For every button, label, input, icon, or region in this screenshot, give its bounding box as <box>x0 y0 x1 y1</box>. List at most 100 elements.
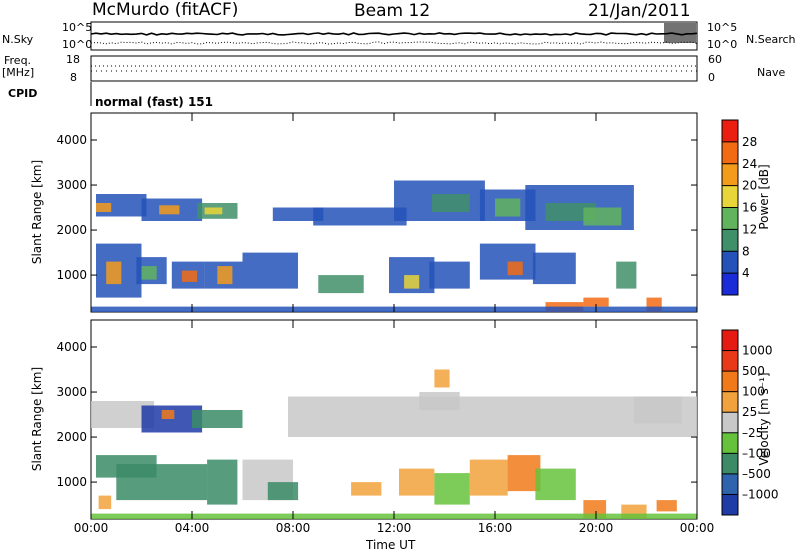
colorbar-tick-label: –25 <box>742 426 763 440</box>
y-tick-label: 2000 <box>56 223 87 237</box>
data-region <box>495 198 521 217</box>
colorbar-tick-label: 16 <box>742 201 757 215</box>
x-tick-label: 20:00 <box>579 521 614 535</box>
y-tick-label: 3000 <box>56 385 87 399</box>
colorbar-frame <box>721 329 739 516</box>
freq-unit-label: [MHz] <box>2 66 35 79</box>
data-region <box>431 194 470 212</box>
data-region <box>141 266 157 280</box>
cpid-value: normal (fast) 151 <box>95 95 213 109</box>
y-tick-label: 3000 <box>56 178 87 192</box>
data-region <box>616 261 637 289</box>
data-region <box>404 275 420 289</box>
colorbar-tick-label: 500 <box>742 364 765 378</box>
colorbar-segment <box>722 473 738 495</box>
data-region <box>434 473 470 505</box>
data-region <box>288 396 697 437</box>
x-tick-label: 00:00 <box>74 521 109 535</box>
data-region <box>217 266 233 285</box>
colorbar-segment <box>722 412 738 433</box>
data-region <box>419 392 460 410</box>
freq-tick-top: 18 <box>66 53 80 66</box>
colorbar-segment <box>722 371 738 392</box>
y-tick-label: 4000 <box>56 133 87 147</box>
x-tick-label: 04:00 <box>175 521 210 535</box>
colorbar-segment <box>722 453 738 474</box>
nave-tick-bottom: 0 <box>708 71 715 84</box>
data-region <box>351 482 382 496</box>
colorbar-segment <box>722 251 738 274</box>
y-tick-label: 1000 <box>56 475 87 489</box>
data-region <box>159 205 180 215</box>
x-axis-title: Time UT <box>366 538 416 552</box>
nsky-strip-frame <box>90 21 698 51</box>
nsearch-label: N.Search <box>746 33 796 46</box>
beam-title: Beam 12 <box>354 1 431 21</box>
nsky-burst <box>664 23 696 43</box>
colorbar-segment <box>722 273 738 295</box>
colorbar-segment <box>722 141 738 164</box>
nsearch-tick-top: 10^5 <box>707 21 738 34</box>
cpid-label: CPID <box>8 87 38 100</box>
freq-strip-frame <box>90 55 698 82</box>
data-region <box>535 468 576 501</box>
data-region <box>207 459 238 505</box>
data-region <box>204 207 223 215</box>
colorbar-segment <box>722 163 738 186</box>
colorbar-tick-label: –1000 <box>742 487 779 501</box>
data-region <box>583 297 609 307</box>
colorbar-segment <box>722 350 738 372</box>
colorbar-tick-label: 8 <box>742 244 750 258</box>
data-region <box>429 261 470 289</box>
colorbar-tick-label: 100 <box>742 385 765 399</box>
data-region <box>318 275 364 294</box>
data-region <box>469 459 508 496</box>
colorbar-segment <box>722 207 738 230</box>
colorbar-segment <box>722 229 738 252</box>
strip-series <box>90 23 698 72</box>
axes-ticks: 1000 2000 3000 4000 1000 2000 3000 4000 00:00 04:… <box>56 113 714 535</box>
data-region <box>545 203 596 221</box>
nave-label: Nave <box>757 66 786 79</box>
data-region <box>106 261 122 285</box>
data-region <box>96 203 112 212</box>
colorbar-tick-label: –100 <box>742 446 771 460</box>
colorbar-tick-label: 24 <box>742 157 757 171</box>
data-region <box>633 396 682 424</box>
y-tick-label: 2000 <box>56 430 87 444</box>
data-region <box>116 464 208 501</box>
nsky-line <box>90 32 698 36</box>
data-region <box>181 270 198 282</box>
colorbar-segment <box>722 432 738 454</box>
nsky-label: N.Sky <box>2 33 34 46</box>
y-tick-label: 4000 <box>56 340 87 354</box>
data-region <box>399 468 435 496</box>
station-title: McMurdo (fitACF) <box>92 0 239 20</box>
colorbar-segment <box>722 185 738 208</box>
colorbar-tick-label: 1000 <box>742 344 773 358</box>
x-tick-label: 08:00 <box>276 521 311 535</box>
data-region <box>272 207 324 221</box>
data-region <box>583 207 622 226</box>
colorbar-segment <box>722 330 738 351</box>
nsearch-line <box>90 41 698 45</box>
nave-tick-top: 60 <box>708 53 722 66</box>
colorbar-tick-label: 25 <box>742 405 757 419</box>
colorbar-segment <box>722 391 738 413</box>
data-region <box>313 207 407 226</box>
power-cbar-label: Power [dB] <box>757 164 771 230</box>
data-region <box>532 252 576 285</box>
colorbar-tick-label: 12 <box>742 222 757 236</box>
colorbar-tick-label: 28 <box>742 135 757 149</box>
x-tick-label: 16:00 <box>478 521 513 535</box>
colorbar-segment <box>722 120 738 142</box>
velocity-data <box>91 369 697 519</box>
colorbar-tick-label: 4 <box>742 266 750 280</box>
velocity-ylabel: Slant Range [km] <box>30 366 44 472</box>
data-region <box>161 410 175 419</box>
colorbar-tick-label: 20 <box>742 179 757 193</box>
y-tick-label: 1000 <box>56 268 87 282</box>
date-title: 21/Jan/2011 <box>588 1 691 21</box>
colorbar-segment <box>722 494 738 515</box>
